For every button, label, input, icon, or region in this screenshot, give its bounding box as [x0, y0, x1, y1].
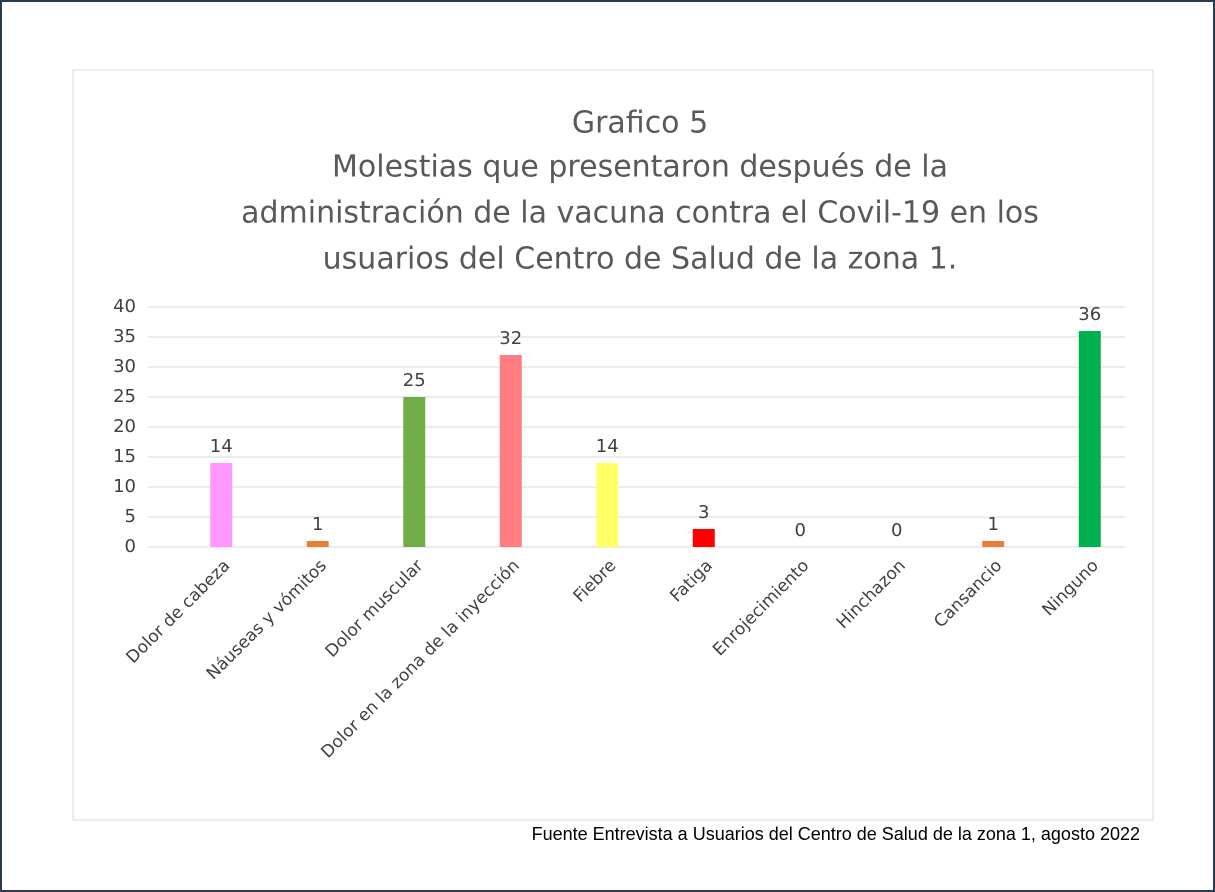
data-label: 14 [596, 436, 619, 457]
chart-subtitle: usuarios del Centro de Salud de la zona … [323, 242, 958, 277]
data-label: 0 [795, 520, 806, 541]
data-label: 1 [988, 514, 999, 535]
bar [692, 529, 715, 547]
source-note: Fuente Entrevista a Usuarios del Centro … [532, 824, 1140, 844]
y-tick-label: 15 [113, 446, 136, 467]
y-tick-label: 0 [125, 536, 136, 557]
bar [499, 355, 522, 547]
y-tick-label: 10 [113, 476, 136, 497]
data-label: 14 [210, 436, 233, 457]
data-label: 3 [698, 502, 709, 523]
y-tick-label: 25 [113, 386, 136, 407]
data-label: 36 [1078, 304, 1101, 325]
bar [306, 541, 329, 547]
chart-area [72, 69, 1154, 821]
y-tick-label: 35 [113, 326, 136, 347]
data-label: 0 [891, 520, 902, 541]
bar [403, 397, 426, 547]
chart-title: Grafico 5 [572, 106, 708, 141]
data-label: 25 [403, 370, 426, 391]
bar [596, 463, 619, 547]
bar [982, 541, 1005, 547]
bar [210, 463, 233, 547]
chart-subtitle: administración de la vacuna contra el Co… [241, 196, 1039, 231]
y-tick-label: 30 [113, 356, 136, 377]
y-tick-label: 20 [113, 416, 136, 437]
bar [1078, 331, 1101, 547]
data-label: 1 [312, 514, 323, 535]
y-tick-label: 40 [113, 296, 136, 317]
data-label: 32 [499, 328, 522, 349]
y-tick-label: 5 [125, 506, 136, 527]
chart-subtitle: Molestias que presentaron después de la [332, 150, 948, 185]
